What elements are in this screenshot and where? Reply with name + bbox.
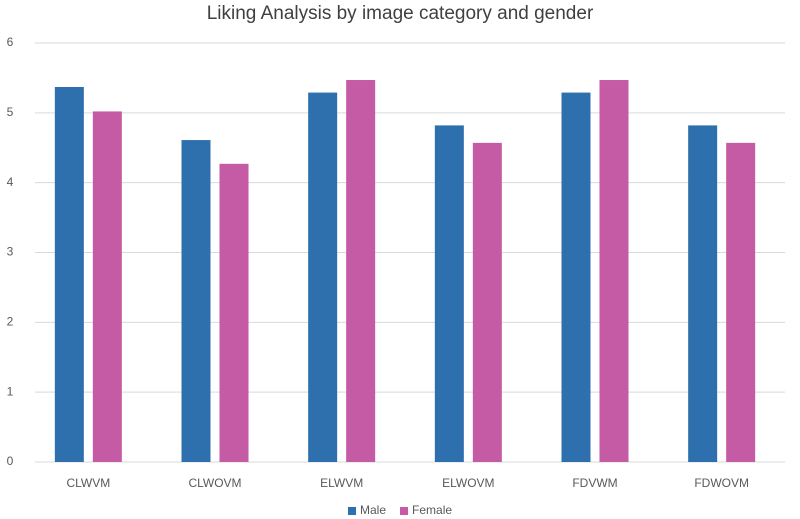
legend-swatch (400, 507, 409, 515)
bar (726, 142, 756, 462)
y-tick-label: 1 (7, 384, 14, 398)
y-tick-label: 3 (7, 245, 14, 259)
bar (92, 111, 122, 462)
x-tick-label: ELWVM (320, 476, 363, 490)
y-tick-label: 4 (7, 175, 14, 189)
bar (54, 86, 84, 463)
legend-label: Male (360, 503, 386, 517)
chart-title: Liking Analysis by image category and ge… (207, 3, 594, 24)
y-tick-label: 5 (7, 105, 14, 119)
legend-label: Female (412, 503, 452, 517)
bar (308, 92, 338, 462)
y-tick-label: 2 (7, 315, 14, 329)
bar (181, 140, 211, 462)
x-tick-label: FDVWM (572, 476, 617, 490)
y-tick-label: 0 (7, 454, 14, 468)
bar (599, 80, 629, 463)
bar (561, 92, 591, 462)
bar (472, 142, 502, 462)
x-tick-label: FDWOVM (694, 476, 749, 490)
bar (434, 125, 464, 463)
x-tick-label: CLWVM (66, 476, 110, 490)
bar (346, 80, 376, 463)
x-tick-label: CLWOVM (188, 476, 241, 490)
y-tick-label: 6 (7, 35, 14, 49)
legend-swatch (348, 507, 356, 515)
bar (688, 125, 718, 463)
x-tick-label: ELWOVM (442, 476, 494, 490)
bar (219, 163, 249, 463)
